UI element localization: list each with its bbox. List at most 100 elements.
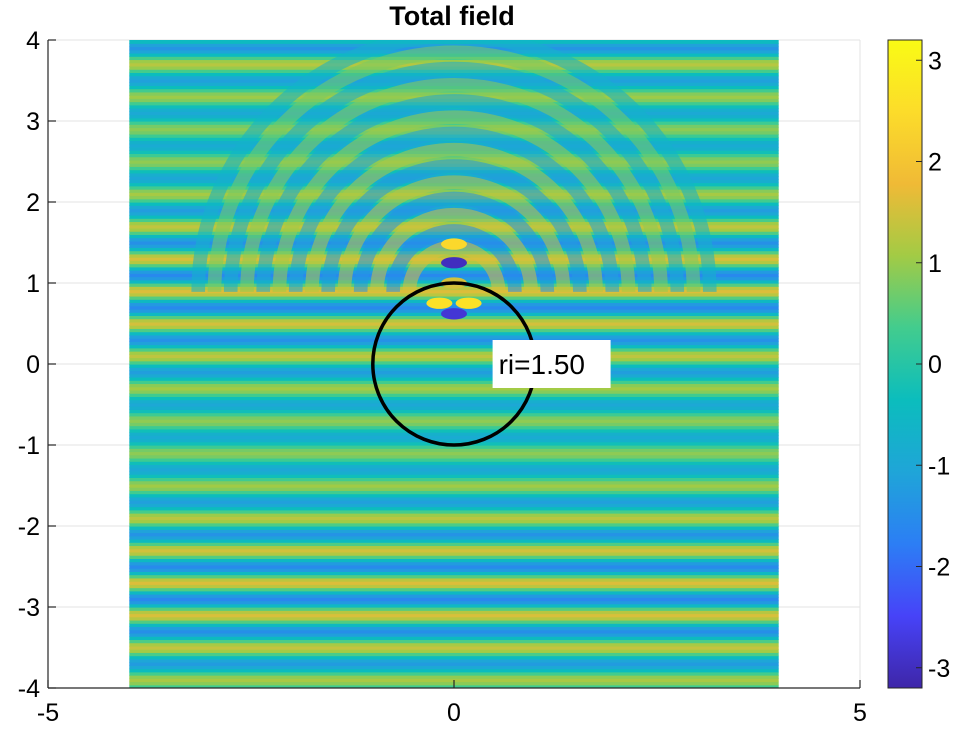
field-band — [129, 662, 779, 666]
field-band — [129, 649, 779, 653]
field-hotspot — [441, 308, 467, 320]
y-tick-label: -1 — [18, 432, 40, 460]
field-band — [129, 509, 779, 514]
field-band — [129, 273, 779, 278]
field-band — [129, 402, 779, 407]
field-band — [129, 415, 779, 420]
field-band — [129, 393, 779, 397]
field-band — [129, 477, 779, 482]
x-tick-label: -5 — [37, 699, 59, 727]
field-band — [129, 480, 779, 485]
field-band — [129, 448, 779, 453]
field-band — [129, 451, 779, 456]
colorbar-tick-label: 2 — [928, 149, 942, 177]
field-band — [129, 626, 779, 631]
field-band — [129, 652, 779, 657]
field-band — [129, 347, 779, 352]
field-band — [129, 671, 779, 676]
field-band — [129, 289, 779, 294]
field-band — [129, 140, 779, 145]
field-band — [129, 529, 779, 534]
field-hotspot — [455, 297, 482, 309]
field-band — [129, 594, 779, 598]
field-band — [129, 607, 779, 611]
colorbar-tick-label: 0 — [928, 351, 942, 379]
x-tick-label: 0 — [447, 699, 461, 727]
field-band — [129, 367, 779, 372]
field-band — [129, 396, 779, 401]
field-band — [129, 519, 779, 524]
field-band — [129, 75, 779, 80]
scattered-fringe — [207, 45, 701, 292]
field-band — [129, 344, 779, 349]
field-band — [129, 457, 779, 462]
field-band — [129, 513, 779, 517]
field-band — [129, 292, 779, 297]
field-band — [129, 571, 779, 576]
field-band — [129, 325, 779, 329]
field-band — [129, 370, 779, 375]
field-band — [129, 613, 779, 618]
y-tick-label: -2 — [18, 513, 40, 541]
field-band — [129, 376, 779, 381]
field-band — [129, 341, 779, 346]
field-band — [129, 380, 779, 385]
annotation-box — [492, 340, 611, 388]
field-band — [129, 412, 779, 417]
field-band — [129, 558, 779, 563]
field-band — [129, 334, 779, 339]
field-band — [129, 526, 779, 530]
field-band — [129, 331, 779, 336]
field-band — [129, 435, 779, 440]
field-band — [129, 399, 779, 404]
scattered-fringe — [305, 142, 603, 292]
field-band — [129, 299, 779, 304]
field-hotspot — [426, 297, 453, 309]
scattered-fringe — [223, 61, 685, 292]
field-band — [129, 172, 779, 177]
field-band — [129, 616, 779, 621]
field-band — [129, 91, 779, 96]
colorbar-tick-label: -2 — [928, 554, 950, 582]
field-band — [129, 59, 779, 64]
field-band — [129, 422, 779, 427]
field-band — [129, 490, 779, 495]
field-band — [129, 551, 779, 556]
field-band — [129, 574, 779, 579]
field-band — [129, 636, 779, 640]
field-band — [129, 561, 779, 566]
field-band — [129, 590, 779, 595]
colorbar-tick-label: 1 — [928, 250, 942, 278]
field-band — [129, 675, 779, 679]
field-band — [129, 665, 779, 670]
field-band — [129, 357, 779, 362]
field-band — [129, 587, 779, 592]
annotation-ri: ri=1.50 — [492, 340, 611, 388]
field-band — [129, 603, 779, 608]
field-band — [129, 419, 779, 423]
field-band — [129, 568, 779, 572]
field-band — [129, 584, 779, 589]
scattered-fringe — [256, 94, 652, 292]
y-tick-label: -3 — [18, 594, 40, 622]
field-band — [129, 564, 779, 569]
field-band — [129, 496, 779, 501]
field-band — [129, 639, 779, 644]
field-band — [129, 487, 779, 491]
field-band — [129, 470, 779, 475]
field-band — [129, 538, 779, 543]
field-band — [129, 516, 779, 521]
field-band — [129, 432, 779, 436]
field-band — [129, 467, 779, 472]
field-band — [129, 503, 779, 508]
field-band — [129, 295, 779, 300]
field-band — [129, 642, 779, 647]
field-hotspot — [441, 238, 467, 250]
field-hotspot — [441, 257, 467, 269]
field-band — [129, 266, 779, 271]
scattered-fringe — [337, 175, 571, 292]
scattered-fringe — [191, 40, 717, 292]
field-band — [129, 629, 779, 634]
field-band — [129, 389, 779, 394]
field-band — [129, 360, 779, 365]
